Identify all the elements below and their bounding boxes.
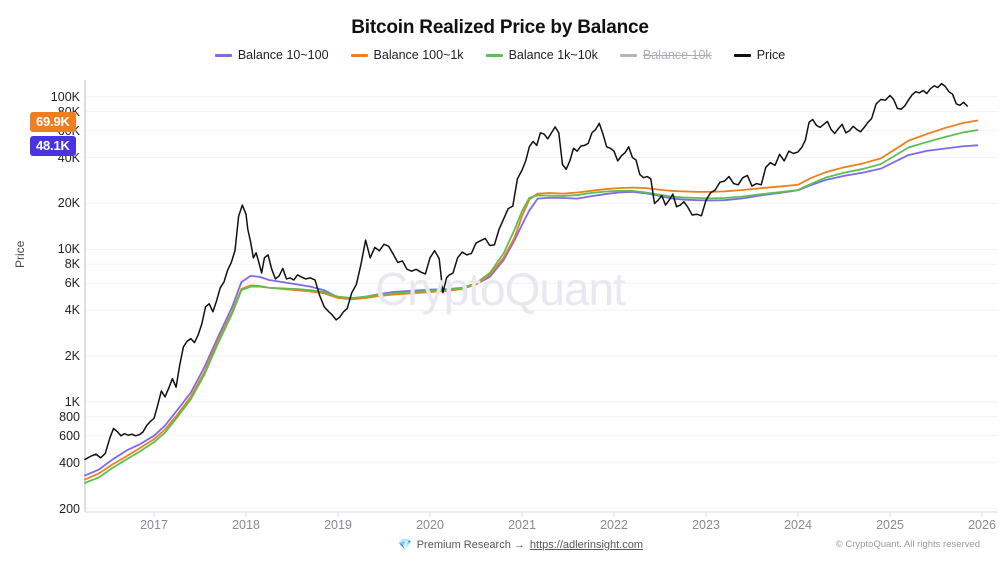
y-tick-label: 800: [59, 409, 80, 424]
x-tick-label: 2021: [508, 518, 536, 532]
y-axis-ticks: 100K80K60K40K20K10K8K6K4K2K1K80060040020…: [0, 0, 80, 563]
y-tick-label: 100K: [50, 89, 80, 104]
legend-label: Balance 1k~10k: [508, 48, 598, 62]
series-line-balance-1k-10k: [84, 129, 979, 484]
y-tick-label: 200: [59, 501, 80, 516]
premium-research-label: Premium Research →: [416, 538, 525, 551]
series-line-balance-100-1k: [84, 119, 979, 481]
y-tick-label: 8K: [64, 257, 80, 272]
copyright-notice: © CryptoQuant. All rights reserved: [835, 539, 980, 550]
legend-swatch-icon: [733, 53, 751, 57]
value-badge-69-9k: 69.9K: [30, 111, 76, 132]
legend-item-balance-100-1k[interactable]: Balance 100~1k: [350, 48, 464, 62]
x-tick-label: 2024: [784, 518, 812, 532]
y-axis-label: Price: [13, 240, 27, 268]
y-tick-label: 10K: [57, 242, 80, 257]
x-tick-label: 2020: [416, 518, 444, 532]
y-tick-label: 1K: [64, 395, 80, 409]
y-tick-label: 600: [59, 428, 80, 443]
legend-label: Balance 10~100: [237, 48, 329, 62]
legend-item-price[interactable]: Price: [733, 48, 786, 62]
legend-swatch-icon: [485, 53, 503, 57]
x-tick-label: 2023: [692, 518, 720, 532]
x-tick-label: 2022: [600, 518, 628, 532]
x-tick-label: 2018: [232, 518, 260, 532]
series-line-price: [84, 82, 969, 461]
legend-swatch-icon: [619, 53, 637, 57]
legend-label: Balance 10k: [642, 48, 712, 62]
adlerinsight-link[interactable]: https://adlerinsight.com: [529, 538, 644, 551]
value-badge-48-1k: 48.1K: [30, 136, 76, 157]
legend-item-balance-10k[interactable]: Balance 10k: [619, 48, 712, 62]
gem-icon: 💎: [398, 539, 412, 551]
legend-swatch-icon: [214, 53, 232, 57]
x-tick-label: 2026: [968, 518, 996, 532]
footer-premium-research[interactable]: 💎 Premium Research → https://adlerinsigh…: [398, 538, 644, 552]
x-tick-label: 2025: [876, 518, 904, 532]
legend-item-balance-1k-10k[interactable]: Balance 1k~10k: [485, 48, 598, 62]
y-tick-label: 400: [59, 455, 80, 470]
y-tick-label: 6K: [64, 276, 80, 291]
x-tick-label: 2019: [324, 518, 352, 532]
x-tick-label: 2017: [140, 518, 168, 532]
chart-title: Bitcoin Realized Price by Balance: [351, 17, 649, 38]
y-tick-label: 4K: [64, 303, 80, 318]
legend-item-balance-10-100[interactable]: Balance 10~100: [214, 48, 329, 62]
chart-legend: Balance 10~100 Balance 100~1k Balance 1k~1…: [0, 48, 1000, 62]
legend-swatch-icon: [350, 53, 368, 57]
y-tick-label: 2K: [64, 349, 80, 363]
legend-label: Balance 100~1k: [373, 48, 464, 62]
y-tick-label: 20K: [57, 196, 80, 211]
legend-label: Price: [756, 48, 786, 62]
